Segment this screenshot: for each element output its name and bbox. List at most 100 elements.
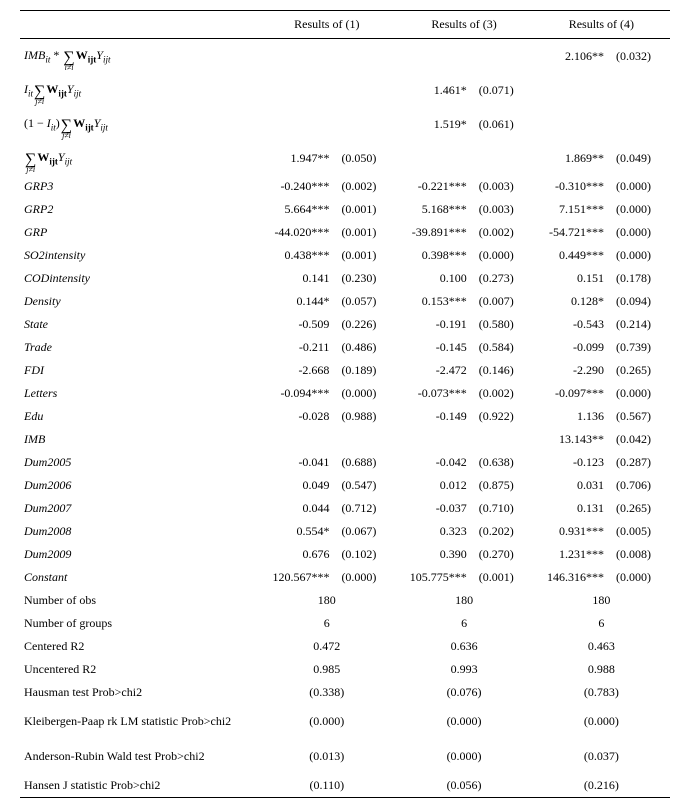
estimate-cell: 146.316*** [533,566,608,589]
stat-row: Hausman test Prob>chi2(0.338)(0.076)(0.7… [20,681,670,704]
row-label: Constant [20,566,258,589]
stat-label: Centered R2 [20,635,258,658]
stat-value: 0.988 [533,658,670,681]
pvalue-cell: (0.005) [608,520,670,543]
estimate-cell: 0.390 [395,543,470,566]
estimate-cell: -0.123 [533,451,608,474]
estimate-cell: 0.398*** [395,244,470,267]
stat-value: 180 [395,589,532,612]
pvalue-cell [471,39,533,74]
stat-value: (0.076) [395,681,532,704]
row-label: State [20,313,258,336]
estimate-cell [258,73,333,107]
stat-row: Hansen J statistic Prob>chi2(0.110)(0.05… [20,774,670,798]
stat-label: Hansen J statistic Prob>chi2 [20,774,258,798]
estimate-cell: -0.042 [395,451,470,474]
pvalue-cell: (0.710) [471,497,533,520]
row-label: Trade [20,336,258,359]
row-label: IMB [20,428,258,451]
pvalue-cell: (0.146) [471,359,533,382]
estimate-cell: -39.891*** [395,221,470,244]
estimate-cell: 0.100 [395,267,470,290]
table-row: GRP3-0.240***(0.002)-0.221***(0.003)-0.3… [20,175,670,198]
pvalue-cell: (0.265) [608,497,670,520]
estimate-cell: -0.509 [258,313,333,336]
estimate-cell: 0.131 [533,497,608,520]
estimate-cell: 1.231*** [533,543,608,566]
row-label: IMBit * ∑i≠iWijtYijt [20,39,258,74]
estimate-cell: 0.044 [258,497,333,520]
pvalue-cell: (0.189) [333,359,395,382]
pvalue-cell: (0.486) [333,336,395,359]
row-label: Density [20,290,258,313]
estimate-cell: -0.073*** [395,382,470,405]
estimate-cell: -0.149 [395,405,470,428]
pvalue-cell: (0.000) [608,175,670,198]
estimate-cell [258,39,333,74]
pvalue-cell [471,428,533,451]
pvalue-cell: (0.988) [333,405,395,428]
pvalue-cell: (0.273) [471,267,533,290]
stat-value: 0.993 [395,658,532,681]
pvalue-cell: (0.000) [608,382,670,405]
estimate-cell [395,141,470,175]
estimate-cell: 0.128* [533,290,608,313]
pvalue-cell: (0.002) [333,175,395,198]
estimate-cell: -0.191 [395,313,470,336]
pvalue-cell: (0.270) [471,543,533,566]
estimate-cell: 0.931*** [533,520,608,543]
pvalue-cell: (0.049) [608,141,670,175]
table-row: IMB13.143**(0.042) [20,428,670,451]
estimate-cell: 0.449*** [533,244,608,267]
stat-row: Kleibergen-Paap rk LM statistic Prob>chi… [20,704,670,739]
estimate-cell: -0.145 [395,336,470,359]
stat-value: 180 [258,589,395,612]
pvalue-cell: (0.001) [333,221,395,244]
table-row: State-0.509(0.226)-0.191(0.580)-0.543(0.… [20,313,670,336]
pvalue-cell: (0.067) [333,520,395,543]
table-row: GRP25.664***(0.001)5.168***(0.003)7.151*… [20,198,670,221]
stat-label: Number of obs [20,589,258,612]
stat-value: 180 [533,589,670,612]
estimate-cell: 1.136 [533,405,608,428]
row-label: Dum2009 [20,543,258,566]
stat-label: Hausman test Prob>chi2 [20,681,258,704]
pvalue-cell [608,73,670,107]
pvalue-cell: (0.580) [471,313,533,336]
estimate-cell: 0.141 [258,267,333,290]
estimate-cell [533,73,608,107]
table-row: IMBit * ∑i≠iWijtYijt2.106**(0.032) [20,39,670,74]
table-row: Dum20060.049(0.547)0.012(0.875)0.031(0.7… [20,474,670,497]
table-row: Letters-0.094***(0.000)-0.073***(0.002)-… [20,382,670,405]
row-label: ∑j≠iWijtYijt [20,141,258,175]
estimate-cell: -0.099 [533,336,608,359]
estimate-cell [533,107,608,141]
row-label: Edu [20,405,258,428]
table-row: Dum20090.676(0.102)0.390(0.270)1.231***(… [20,543,670,566]
pvalue-cell: (0.000) [333,566,395,589]
pvalue-cell: (0.057) [333,290,395,313]
estimate-cell: 5.664*** [258,198,333,221]
estimate-cell: 0.144* [258,290,333,313]
pvalue-cell: (0.712) [333,497,395,520]
stat-value: (0.216) [533,774,670,798]
stat-label: Number of groups [20,612,258,635]
estimate-cell: -0.037 [395,497,470,520]
estimate-cell: 1.947** [258,141,333,175]
pvalue-cell: (0.032) [608,39,670,74]
table-row: Trade-0.211(0.486)-0.145(0.584)-0.099(0.… [20,336,670,359]
pvalue-cell: (0.042) [608,428,670,451]
row-label: Dum2008 [20,520,258,543]
stat-value: (0.783) [533,681,670,704]
row-label: GRP3 [20,175,258,198]
estimate-cell: -0.211 [258,336,333,359]
estimate-cell: 0.438*** [258,244,333,267]
stat-label: Kleibergen-Paap rk LM statistic Prob>chi… [20,704,258,739]
estimate-cell: 0.323 [395,520,470,543]
pvalue-cell: (0.008) [608,543,670,566]
pvalue-cell [333,107,395,141]
pvalue-cell: (0.000) [608,244,670,267]
estimate-cell: -44.020*** [258,221,333,244]
stat-value: (0.000) [395,739,532,774]
stat-row: Anderson-Rubin Wald test Prob>chi2(0.013… [20,739,670,774]
